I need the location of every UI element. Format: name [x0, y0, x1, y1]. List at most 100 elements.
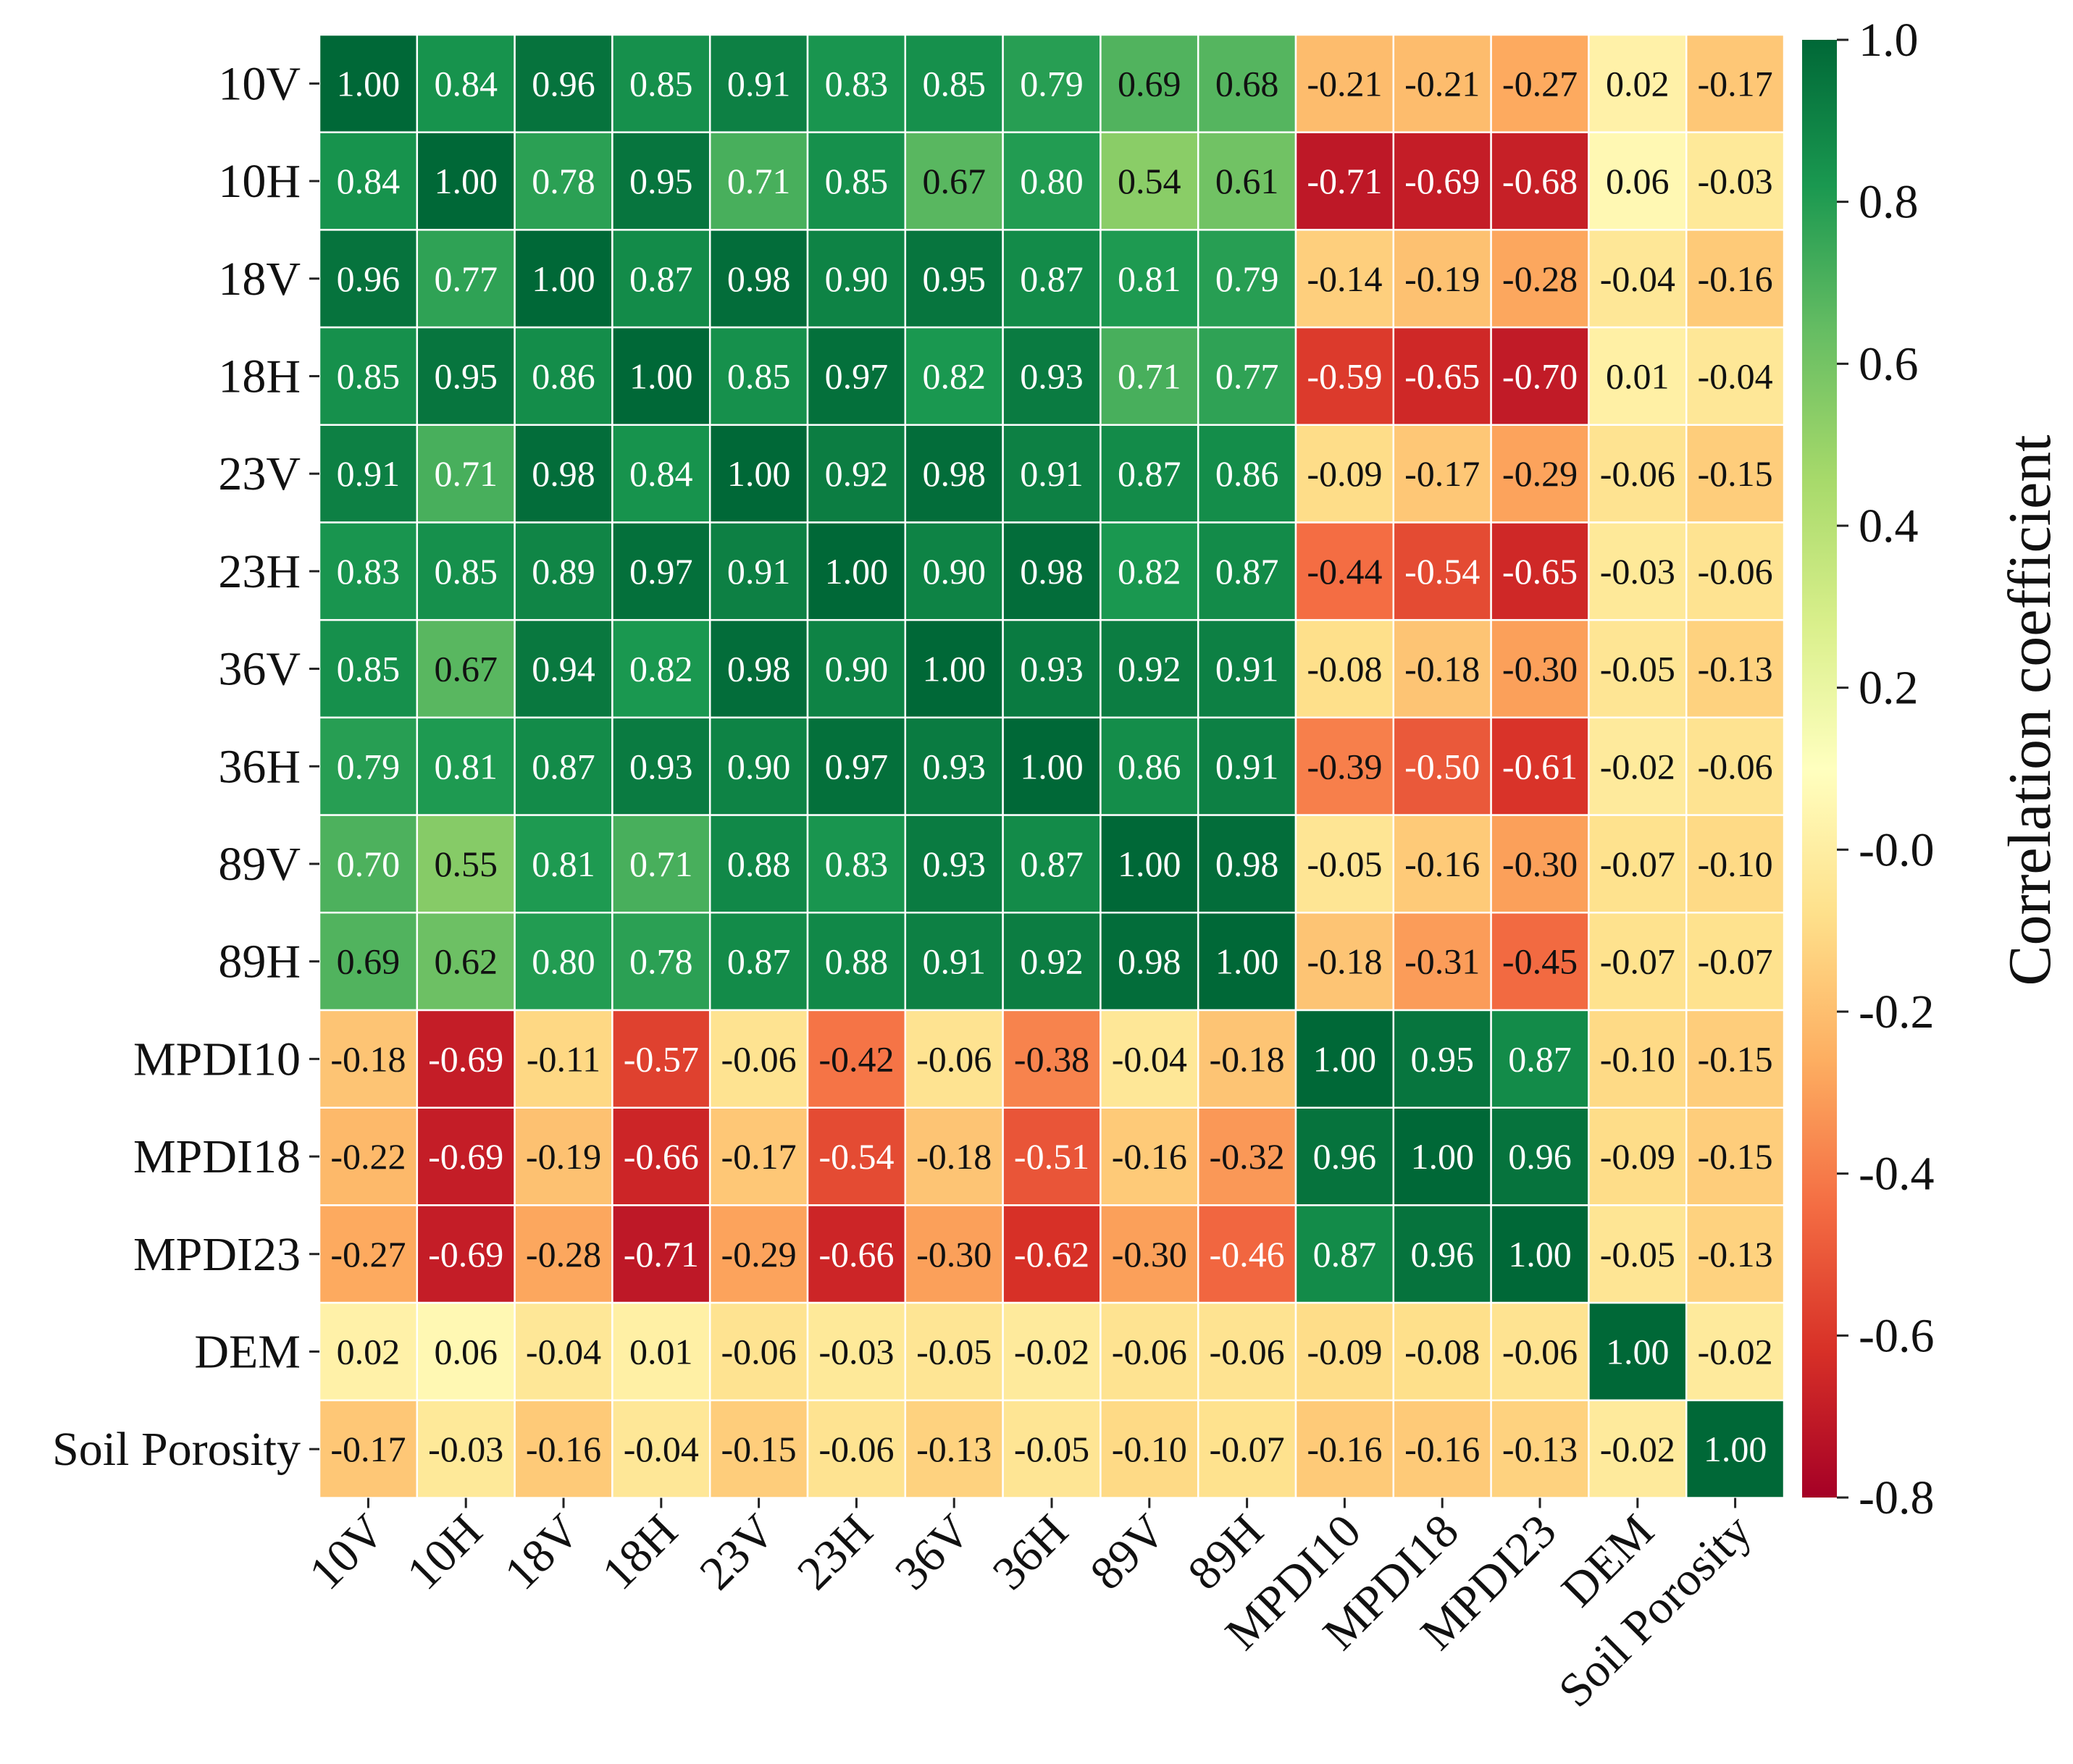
heatmap-cell — [1392, 1204, 1492, 1304]
heatmap-cell — [708, 1204, 809, 1304]
cell-value-label: 0.93 — [629, 746, 693, 786]
colorbar-tick-label: -0.2 — [1859, 986, 1934, 1038]
heatmap-cell — [318, 131, 419, 231]
cell-value-label: 0.84 — [629, 453, 693, 494]
heatmap-cell — [806, 131, 907, 231]
cell-value-label: -0.28 — [1502, 259, 1578, 299]
colorbar-tick-label: 0.8 — [1859, 176, 1919, 229]
heatmap-cell — [1197, 618, 1297, 719]
heatmap-cell — [1490, 229, 1590, 329]
heatmap-cell — [1002, 1009, 1102, 1109]
cell-value-label: -0.46 — [1210, 1234, 1285, 1274]
heatmap-cell — [1392, 33, 1492, 133]
cell-value-label: -0.15 — [721, 1429, 797, 1469]
heatmap-cell — [416, 1106, 516, 1206]
cell-value-label: 0.71 — [1118, 356, 1181, 396]
cell-value-label: -0.17 — [330, 1429, 406, 1469]
colorbar-tick-label: -0.6 — [1859, 1309, 1934, 1362]
heatmap-cell — [1685, 521, 1785, 621]
heatmap-cell — [708, 229, 809, 329]
cell-value-label: -0.54 — [1404, 551, 1480, 592]
cell-value-label: 0.98 — [1215, 844, 1279, 884]
cell-value-label: -0.21 — [1307, 63, 1382, 104]
cell-value-label: 0.98 — [727, 259, 791, 299]
y-tick-label: MPDI23 — [133, 1228, 301, 1281]
cell-value-label: -0.06 — [818, 1429, 894, 1469]
heatmap-cell — [1294, 912, 1395, 1012]
heatmap-cell — [514, 326, 613, 427]
heatmap-cell — [1588, 1399, 1688, 1499]
cell-value-label: -0.06 — [1502, 1331, 1578, 1372]
cell-value-label: 0.61 — [1215, 161, 1279, 201]
cell-value-label: 0.86 — [532, 356, 595, 396]
heatmap-cell — [806, 1204, 907, 1304]
heatmap-cell — [1588, 229, 1688, 329]
heatmap-cell — [708, 424, 809, 524]
heatmap-cell — [1685, 33, 1785, 133]
cell-value-label: -0.18 — [1404, 649, 1480, 689]
cell-value-label: -0.44 — [1307, 551, 1382, 592]
cell-value-label: 1.00 — [1704, 1429, 1767, 1469]
cell-value-label: 0.87 — [1020, 844, 1084, 884]
cell-value-label: -0.71 — [624, 1234, 699, 1274]
heatmap-cell — [514, 521, 613, 621]
heatmap-cell — [1100, 1009, 1199, 1109]
heatmap-cell — [1100, 1204, 1199, 1304]
cell-value-label: 0.90 — [922, 551, 986, 592]
heatmap-cell — [318, 1009, 419, 1109]
cell-value-label: -0.06 — [916, 1038, 992, 1079]
cell-value-label: -0.07 — [1600, 941, 1675, 982]
cell-value-label: -0.27 — [330, 1234, 406, 1274]
heatmap-cell — [806, 716, 907, 816]
cell-value-label: -0.30 — [1112, 1234, 1187, 1274]
y-tick-label: 18V — [218, 253, 301, 306]
cell-value-label: 1.00 — [922, 649, 986, 689]
cell-value-label: 0.94 — [532, 649, 595, 689]
cell-value-label: 0.98 — [727, 649, 791, 689]
cell-value-label: -0.11 — [527, 1038, 600, 1079]
heatmap-cell — [416, 131, 516, 231]
heatmap-cell — [1100, 229, 1199, 329]
y-tick-label: 10V — [218, 57, 301, 110]
cell-value-label: 0.02 — [1606, 63, 1670, 104]
heatmap-cell — [904, 326, 1004, 427]
heatmap-cell — [1392, 1301, 1492, 1402]
cell-value-label: -0.02 — [1014, 1331, 1089, 1372]
cell-value-label: 0.87 — [1215, 551, 1279, 592]
cell-value-label: -0.06 — [1698, 551, 1773, 592]
cell-value-label: 0.85 — [337, 649, 401, 689]
cell-value-label: -0.09 — [1600, 1136, 1675, 1177]
heatmap-cell — [1197, 716, 1297, 816]
cell-value-label: -0.04 — [1112, 1038, 1187, 1079]
heatmap-cell — [1685, 912, 1785, 1012]
cell-value-label: -0.08 — [1404, 1331, 1480, 1372]
cell-value-label: 0.96 — [1410, 1234, 1474, 1274]
heatmap-cell — [1490, 33, 1590, 133]
heatmap-cell — [1002, 33, 1102, 133]
heatmap-cell — [806, 814, 907, 914]
cell-value-label: -0.61 — [1502, 746, 1578, 786]
cell-value-label: -0.18 — [1307, 941, 1382, 982]
cell-value-label: 1.00 — [1020, 746, 1084, 786]
heatmap-cell — [318, 814, 419, 914]
cell-value-label: 0.79 — [1020, 63, 1084, 104]
y-tick-label: 10H — [218, 155, 301, 208]
cell-value-label: -0.13 — [1698, 1234, 1773, 1274]
cell-value-label: 0.91 — [1215, 746, 1279, 786]
cell-value-label: -0.69 — [428, 1234, 503, 1274]
cell-value-label: -0.03 — [1600, 551, 1675, 592]
heatmap-cell — [416, 618, 516, 719]
heatmap-cell — [1197, 521, 1297, 621]
cell-value-label: -0.05 — [916, 1331, 992, 1372]
heatmap-cell — [416, 33, 516, 133]
cell-value-label: 0.82 — [629, 649, 693, 689]
cell-value-label: 0.87 — [1020, 259, 1084, 299]
cell-value-label: -0.14 — [1307, 259, 1382, 299]
heatmap-cell — [1294, 1009, 1395, 1109]
cell-value-label: 0.93 — [922, 746, 986, 786]
cell-value-label: 0.82 — [1118, 551, 1181, 592]
heatmap-cell — [1002, 716, 1102, 816]
cell-value-label: 0.06 — [434, 1331, 498, 1372]
cell-value-label: 0.92 — [1118, 649, 1181, 689]
heatmap-cell — [1588, 618, 1688, 719]
